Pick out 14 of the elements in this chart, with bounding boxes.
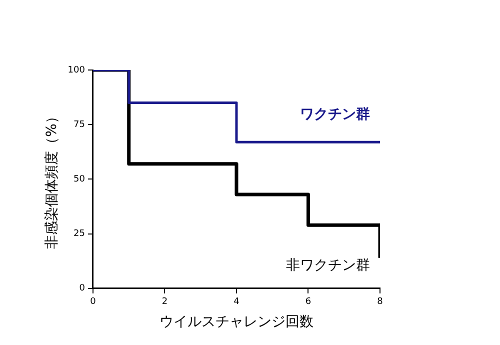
x-tick-label: 4	[234, 297, 240, 308]
y-axis-title: 非感染個体頻度（%）	[44, 110, 60, 249]
y-tick-label: 0	[79, 284, 86, 294]
series-label: ワクチン群	[300, 106, 370, 123]
x-tick-label: 2	[162, 297, 168, 308]
series-label: 非ワクチン群	[286, 257, 370, 274]
y-tick-label: 25	[74, 229, 85, 240]
x-tick-label: 6	[305, 297, 312, 308]
x-axis-title: ウイルスチャレンジ回数	[159, 314, 314, 330]
x-tick-label: 8	[377, 297, 384, 308]
y-tick-label: 100	[68, 65, 86, 76]
y-tick-label: 50	[74, 174, 86, 185]
y-tick-label: 75	[74, 120, 85, 130]
x-tick-label: 0	[90, 297, 96, 308]
